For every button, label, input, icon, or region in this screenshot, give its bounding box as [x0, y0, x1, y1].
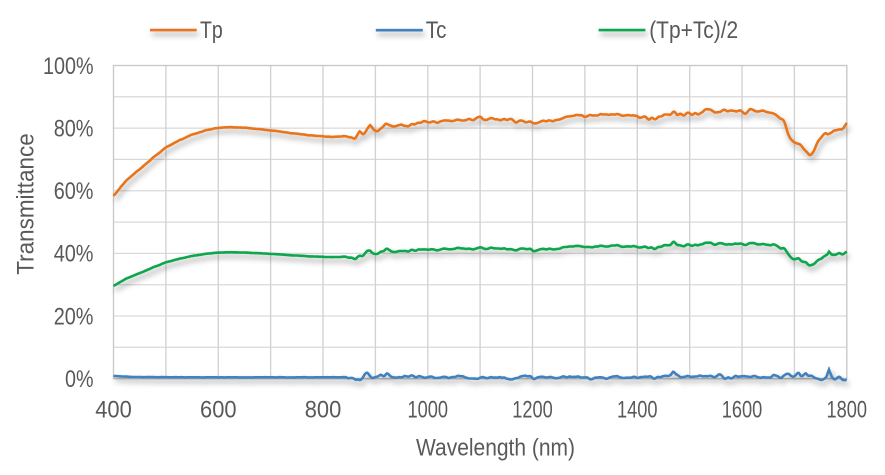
svg-text:(Tp+Tc)/2: (Tp+Tc)/2 [649, 17, 738, 44]
svg-text:20%: 20% [54, 303, 94, 330]
svg-text:600: 600 [200, 396, 237, 423]
svg-text:1800: 1800 [827, 396, 868, 423]
svg-text:0%: 0% [65, 366, 94, 393]
svg-text:400: 400 [95, 396, 132, 423]
svg-text:80%: 80% [54, 115, 94, 142]
svg-text:1200: 1200 [512, 396, 553, 423]
svg-text:1400: 1400 [617, 396, 658, 423]
svg-text:1000: 1000 [408, 396, 449, 423]
svg-text:60%: 60% [54, 178, 94, 205]
svg-text:100%: 100% [43, 53, 94, 80]
svg-text:Tc: Tc [426, 17, 447, 44]
svg-text:800: 800 [305, 396, 342, 423]
svg-text:Tp: Tp [200, 17, 223, 44]
svg-text:Transmittance: Transmittance [13, 133, 40, 275]
svg-text:40%: 40% [54, 241, 94, 268]
svg-text:1600: 1600 [722, 396, 763, 423]
svg-text:Wavelength (nm): Wavelength (nm) [416, 434, 575, 461]
